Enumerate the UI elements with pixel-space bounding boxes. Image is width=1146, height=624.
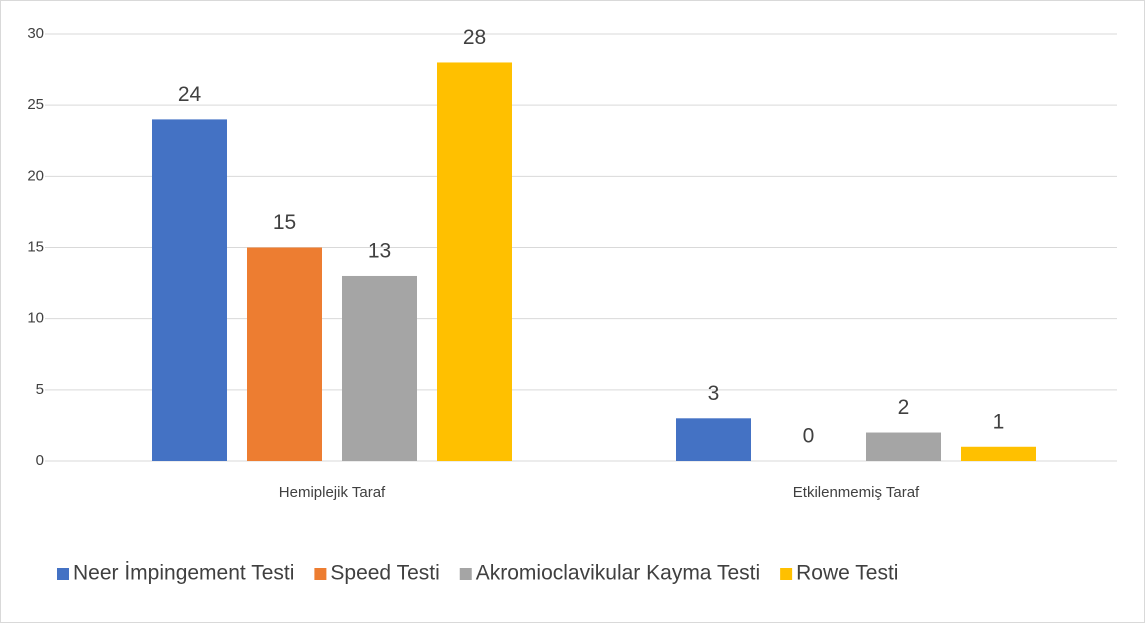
- bar: [342, 275, 417, 461]
- data-label: 2: [898, 396, 910, 419]
- data-label: 13: [368, 240, 391, 263]
- bar: [676, 418, 751, 461]
- bar: [247, 247, 322, 461]
- bar: [961, 446, 1036, 461]
- legend-swatch: [780, 568, 793, 580]
- y-tick-label: 15: [27, 238, 44, 255]
- legend-swatch: [459, 568, 472, 580]
- bar: [152, 119, 227, 462]
- data-label: 1: [993, 410, 1005, 433]
- legend-label: Akromioclavikular Kayma Testi: [476, 562, 760, 585]
- x-tick-label: Etkilenmemiş Taraf: [793, 484, 920, 501]
- legend-label: Rowe Testi: [796, 562, 898, 585]
- data-label: 15: [273, 211, 296, 234]
- legend-label: Speed Testi: [330, 562, 439, 585]
- legend-label: Neer İmpingement Testi: [73, 562, 294, 585]
- data-label: 3: [708, 382, 720, 405]
- bar: [437, 62, 512, 461]
- y-tick-label: 5: [36, 381, 44, 398]
- y-tick-label: 10: [27, 310, 44, 327]
- legend-swatch: [57, 568, 69, 580]
- y-tick-label: 0: [36, 452, 44, 469]
- y-tick-label: 25: [27, 96, 44, 113]
- data-label: 28: [463, 26, 486, 49]
- data-label: 0: [803, 425, 815, 448]
- legend-swatch: [314, 568, 327, 580]
- bar: [866, 432, 941, 461]
- y-tick-label: 30: [27, 25, 44, 42]
- x-tick-label: Hemiplejik Taraf: [279, 484, 386, 501]
- y-tick-label: 20: [27, 167, 44, 184]
- data-label: 24: [178, 83, 202, 106]
